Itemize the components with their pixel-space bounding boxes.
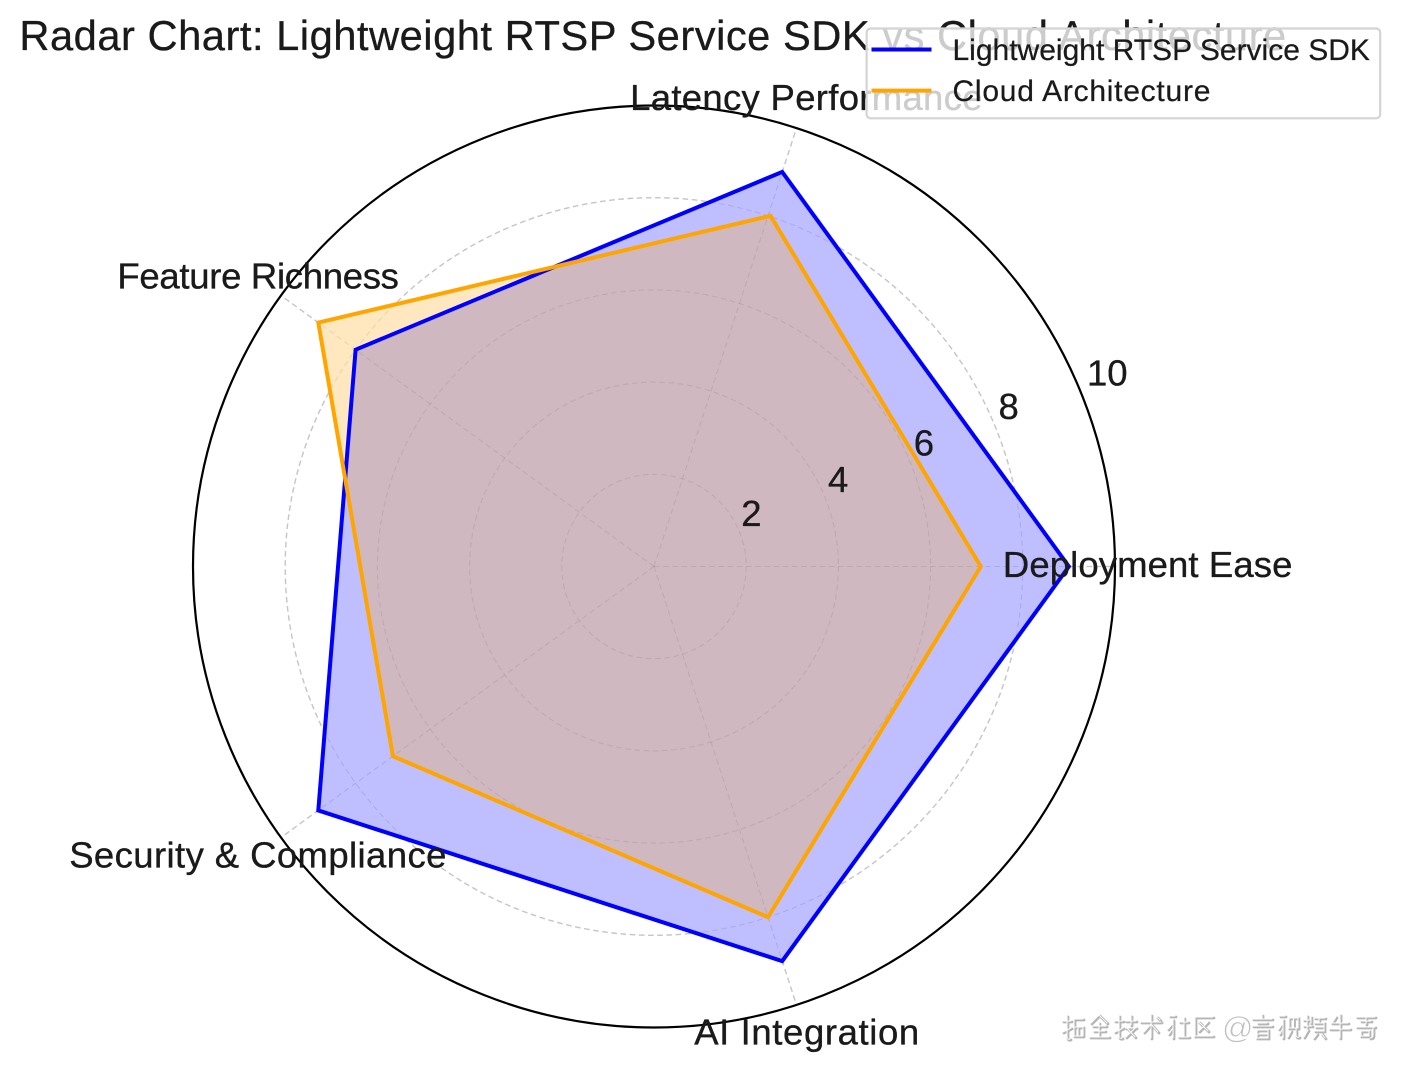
svg-text:10: 10 bbox=[1087, 353, 1128, 394]
svg-text:6: 6 bbox=[914, 423, 934, 464]
svg-text:@: @ bbox=[1222, 1010, 1253, 1045]
svg-text:Cloud Architecture: Cloud Architecture bbox=[953, 75, 1212, 108]
svg-text:Security & Compliance: Security & Compliance bbox=[69, 835, 447, 876]
svg-text:2: 2 bbox=[741, 493, 761, 534]
svg-text:Deployment Ease: Deployment Ease bbox=[1003, 544, 1293, 585]
svg-text:8: 8 bbox=[999, 386, 1019, 427]
svg-text:Feature Richness: Feature Richness bbox=[117, 256, 398, 297]
svg-text:4: 4 bbox=[828, 459, 848, 500]
svg-text:Lightweight RTSP Service SDK: Lightweight RTSP Service SDK bbox=[953, 34, 1370, 67]
svg-text:AI Integration: AI Integration bbox=[694, 1012, 920, 1053]
